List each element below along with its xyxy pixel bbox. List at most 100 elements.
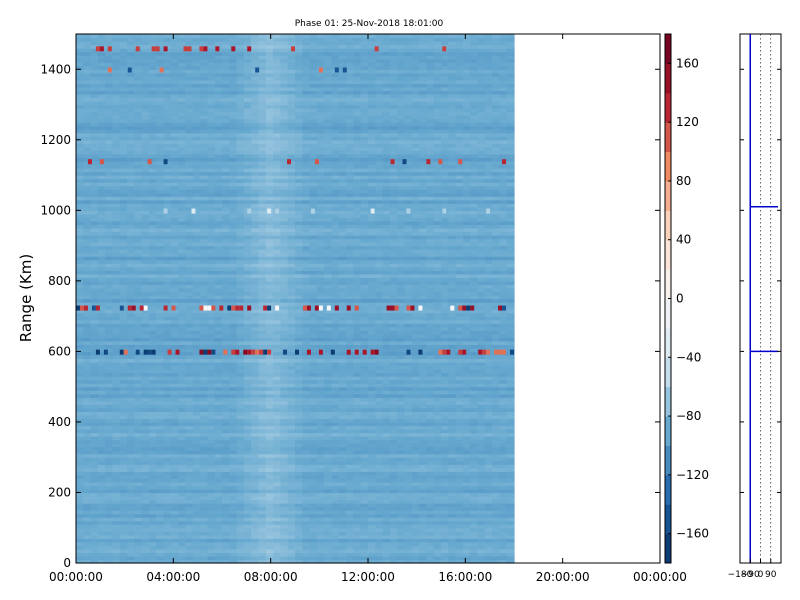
heatmap-cell [83, 160, 92, 166]
heatmap-cell [83, 333, 92, 338]
heatmap-cell [309, 242, 318, 247]
heatmap-cell [192, 337, 201, 342]
heatmap-cell [178, 450, 187, 455]
heatmap-cell [243, 517, 252, 522]
heatmap-cell [90, 125, 99, 130]
heatmap-cell [251, 115, 260, 120]
heatmap-cell [214, 146, 223, 151]
heatmap-cell [83, 108, 92, 113]
heatmap-cell [119, 178, 128, 183]
heatmap-cell [309, 330, 318, 335]
heatmap-cell [134, 524, 143, 529]
heatmap-cell [229, 552, 238, 557]
heatmap-cell [280, 506, 289, 511]
heatmap-cell [200, 157, 208, 162]
heatmap-cell [287, 182, 296, 187]
heatmap-cell [222, 178, 230, 183]
heatmap-cell [134, 122, 143, 127]
heatmap-cell [258, 210, 267, 215]
heatmap-cell [170, 302, 179, 307]
heatmap-cell [149, 520, 157, 525]
heatmap-cell [76, 555, 84, 561]
heatmap-cell [185, 65, 194, 70]
heatmap-cell [280, 457, 289, 462]
heatmap-cell [163, 245, 172, 250]
heatmap-cell [163, 259, 172, 264]
heatmap-cell [156, 464, 165, 469]
heatmap-cell [97, 474, 106, 479]
heatmap-cell [207, 108, 216, 113]
heatmap-cell [214, 192, 223, 197]
heatmap-cell [105, 305, 114, 310]
heatmap-cell [163, 171, 172, 176]
heatmap-cell [119, 270, 128, 275]
heatmap-cell [83, 83, 92, 88]
heatmap-cell [251, 217, 260, 222]
heatmap-cell [295, 189, 303, 194]
heatmap-cell [156, 259, 165, 264]
heatmap-cell [141, 510, 150, 515]
heatmap-cell [163, 34, 172, 39]
heatmap-cell [105, 365, 114, 370]
heatmap-cell [236, 266, 245, 271]
heatmap-cell [309, 273, 318, 278]
heatmap-cell [149, 86, 157, 92]
heatmap-cell [83, 164, 92, 169]
heatmap-cell [105, 510, 114, 515]
heatmap-cell [112, 76, 121, 81]
heatmap-cell [280, 323, 289, 328]
heatmap-cell [76, 206, 84, 211]
heatmap-cell [207, 467, 216, 472]
heatmap-cell [97, 428, 106, 434]
heatmap-cell [302, 273, 311, 278]
heatmap-cell [243, 231, 252, 236]
heatmap-cell [287, 467, 296, 472]
heatmap-cell [309, 203, 318, 208]
heatmap-cell [251, 55, 260, 60]
heatmap-cell [112, 34, 121, 39]
heatmap-cell [156, 488, 165, 494]
heatmap-cell [170, 256, 179, 261]
heatmap-cell [265, 467, 274, 472]
heatmap-cell [273, 460, 281, 465]
heatmap-cell [222, 55, 230, 60]
heatmap-cell [97, 393, 106, 398]
heatmap-cell [134, 541, 143, 546]
heatmap-cell [83, 122, 92, 127]
heatmap-cell [273, 488, 281, 494]
heatmap-cell [149, 421, 157, 427]
heatmap-cell [185, 404, 194, 409]
heatmap-cell [105, 436, 114, 441]
heatmap-cell [134, 93, 143, 99]
heatmap-cell [170, 55, 179, 60]
heatmap-cell [105, 164, 114, 169]
heatmap-cell [309, 499, 318, 504]
heatmap-cell [229, 86, 238, 92]
heatmap-cell [163, 471, 172, 476]
heatmap-cell [214, 287, 223, 293]
heatmap-cell [258, 231, 267, 236]
heatmap-cell [97, 164, 106, 169]
heatmap-cell [105, 79, 114, 84]
heatmap-cell [251, 495, 260, 501]
heatmap-cell [170, 168, 179, 173]
heatmap-cell [97, 97, 106, 102]
heatmap-cell [90, 340, 99, 345]
heatmap-cell [309, 125, 318, 130]
heatmap-cell [316, 471, 325, 476]
heatmap-cell [222, 227, 230, 233]
heatmap-cell [141, 206, 150, 211]
heatmap-cell [302, 457, 311, 462]
heatmap-cell [287, 62, 296, 67]
heatmap-cell [192, 252, 201, 257]
heatmap-cell [156, 319, 165, 324]
heatmap-cell [149, 41, 157, 46]
heatmap-cell [265, 287, 274, 293]
heatmap-cell [185, 294, 194, 300]
heatmap-cell [214, 499, 223, 504]
heatmap-cell [302, 220, 311, 226]
heatmap-cell [112, 146, 121, 151]
heatmap-cell [207, 217, 216, 222]
heatmap-cell [243, 503, 252, 508]
heatmap-cell [316, 407, 325, 412]
